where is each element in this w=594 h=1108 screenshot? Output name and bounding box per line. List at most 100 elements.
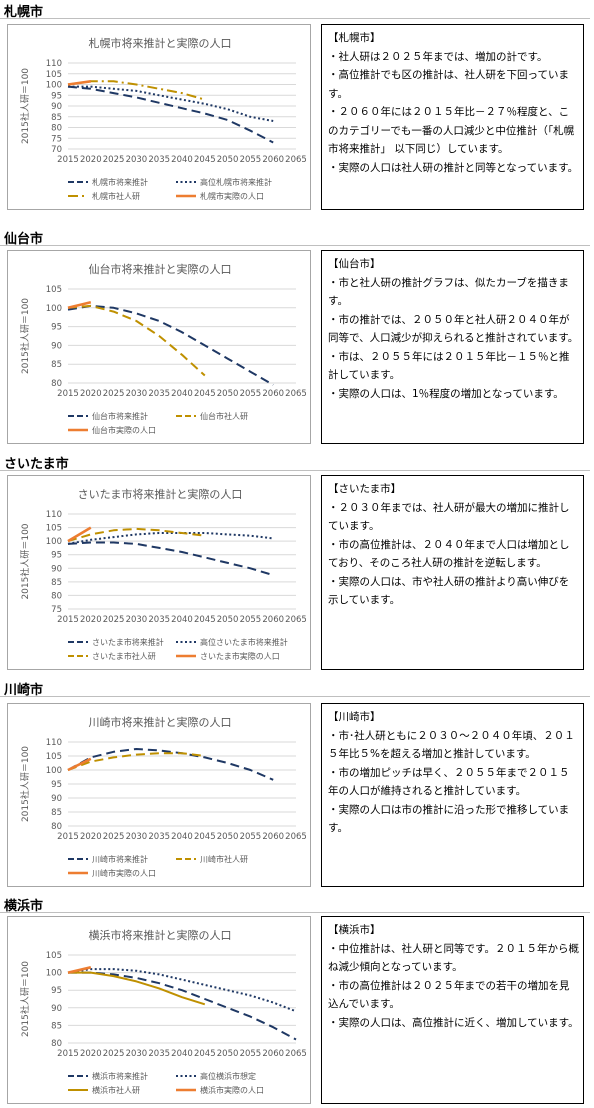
series-line [67, 532, 274, 545]
y-tick-label: 100 [46, 537, 62, 547]
x-tick-label: 2015 [57, 832, 79, 842]
legend-label: 仙台市実際の人口 [92, 425, 156, 435]
y-tick-label: 100 [46, 304, 62, 314]
section-divider [0, 18, 590, 19]
notes-line: ・実際の人口は社人研の推計と同等となっています。 [328, 161, 579, 174]
legend-label: 川崎市実際の人口 [92, 868, 156, 878]
x-tick-label: 2030 [126, 1049, 148, 1059]
y-tick-label: 80 [51, 822, 62, 832]
x-tick-label: 2035 [148, 155, 170, 165]
y-tick-label: 95 [51, 551, 62, 561]
x-tick-label: 2050 [217, 1049, 239, 1059]
y-tick-label: 105 [46, 951, 62, 961]
legend-label: さいたま市将来推計 [92, 637, 164, 647]
y-tick-label: 110 [46, 59, 62, 69]
y-axis-label: 2015社人研＝100 [19, 298, 31, 374]
line-chart: 札幌市将来推計と実際の人口2015社人研＝1007075808590951001… [19, 36, 307, 201]
y-tick-label: 70 [51, 145, 62, 155]
section-heading: 札幌市 [4, 5, 44, 20]
notes-panel: 【仙台市】 ・市と社人研の推計グラフは、似たカーブを描きます。 ・市の推計では、… [321, 250, 584, 444]
notes-panel: 【横浜市】 ・中位推計は、社人研と同等です。２０１５年から概ね減少傾向となってい… [321, 916, 584, 1104]
section-heading: 横浜市 [4, 899, 44, 914]
notes-heading: 【川崎市】 [328, 711, 381, 723]
y-tick-label: 90 [51, 794, 62, 804]
notes-heading: 【さいたま市】 [328, 483, 402, 495]
legend-label: 高位さいたま市将来推計 [200, 637, 288, 647]
y-tick-label: 85 [51, 360, 62, 370]
legend-label: 横浜市実際の人口 [200, 1085, 264, 1095]
y-tick-label: 90 [51, 341, 62, 351]
y-tick-label: 85 [51, 808, 62, 818]
notes-panel: 【さいたま市】 ・２０３０年までは、社人研が最大の増加に推計しています。 ・市の… [321, 475, 584, 670]
x-tick-label: 2055 [240, 1049, 262, 1059]
series-line [68, 971, 206, 1006]
y-tick-label: 105 [46, 524, 62, 534]
series-line [67, 757, 92, 772]
notes-line: ・２０６０年には２０１５年比－２７％程度と、このカテゴリーでも一番の人口減少と中… [328, 106, 575, 155]
chart-title: 仙台市将来推計と実際の人口 [89, 262, 232, 276]
line-chart: 横浜市将来推計と実際の人口 2015社人研＝100 80 85 90 95 100 105 20… [19, 928, 307, 1095]
notes-line: ・市と社人研の推計グラフは、似たカーブを描きます。 [328, 276, 569, 308]
x-tick-label: 2060 [262, 389, 284, 399]
y-tick-label: 110 [46, 510, 62, 520]
section-saitama: さいたま市 さいたま市将来推計と実際の人口 2015社人研＝100 75 80 85 90… [0, 449, 594, 671]
y-tick-label: 105 [46, 752, 62, 762]
chart-panel: 札幌市将来推計と実際の人口 2015社人研＝100 70 75 80 85 90 95 100 1… [7, 24, 311, 210]
line-chart: 川崎市将来推計と実際の人口 2015社人研＝100 80 85 90 95 100 105 11… [19, 715, 307, 878]
x-tick-label: 2030 [126, 389, 148, 399]
notes-line: ・高位推計でも区の推計は、社人研を下回っています。 [328, 69, 569, 100]
y-tick-label: 105 [46, 70, 62, 80]
x-tick-label: 2055 [240, 832, 262, 842]
notes-line: ・市･社人研ともに２０３０～２０４０年頃、２０１５年比５%を超える増加と推計して… [328, 729, 575, 761]
x-tick-label: 2025 [103, 832, 125, 842]
y-tick-label: 95 [51, 986, 62, 996]
x-tick-label: 2025 [103, 1049, 125, 1059]
x-tick-label: 2045 [194, 389, 216, 399]
y-tick-label: 100 [46, 766, 62, 776]
x-tick-label: 2045 [194, 155, 216, 165]
legend-label: 札幌市将来推計 [92, 177, 148, 187]
y-tick-label: 95 [51, 780, 62, 790]
y-tick-label: 80 [51, 1039, 62, 1049]
x-tick-label: 2020 [80, 155, 102, 165]
notes-line: ・中位推計は、社人研と同等です。２０１５年から概ね減少傾向となっています。 [328, 942, 579, 974]
x-tick-label: 2050 [217, 832, 239, 842]
line-chart: さいたま市将来推計と実際の人口 2015社人研＝100 75 80 85 90 95 100 1… [19, 487, 307, 661]
x-tick-label: 2045 [194, 615, 216, 625]
notes-heading: 【札幌市】 [328, 32, 381, 44]
notes-line: ・社人研は２０２５年までは、増加の計です。 [328, 50, 548, 63]
chart-title: 横浜市将来推計と実際の人口 [89, 928, 232, 942]
series-line [67, 748, 274, 781]
legend-label: 高位札幌市将来推計 [200, 177, 272, 187]
series-line [68, 971, 297, 1041]
x-tick-label: 2060 [262, 832, 284, 842]
x-tick-label: 2050 [217, 389, 239, 399]
series-line [67, 300, 92, 310]
y-axis-label: 2015社人研＝100 [19, 961, 31, 1037]
y-tick-label: 105 [46, 285, 62, 295]
x-tick-label: 2020 [80, 832, 102, 842]
chart-panel: 横浜市将来推計と実際の人口 2015社人研＝100 80 85 90 95 100 105 20… [7, 916, 311, 1104]
chart-panel: 仙台市将来推計と実際の人口 2015社人研＝100 80 85 90 95 100 105 20… [7, 250, 311, 444]
x-tick-label: 2035 [148, 832, 170, 842]
legend-label: 仙台市社人研 [200, 411, 248, 421]
y-tick-label: 85 [51, 1021, 62, 1031]
section-divider [0, 470, 590, 471]
y-tick-label: 100 [46, 81, 62, 91]
section-heading: 川崎市 [4, 683, 44, 698]
x-tick-label: 2065 [285, 832, 307, 842]
chart-panel: さいたま市将来推計と実際の人口 2015社人研＝100 75 80 85 90 95 100 1… [7, 475, 311, 670]
legend-label: さいたま市実際の人口 [200, 651, 280, 661]
y-tick-label: 90 [51, 102, 62, 112]
legend-label: 札幌市社人研 [92, 191, 140, 201]
x-tick-label: 2040 [171, 1049, 193, 1059]
y-tick-label: 90 [51, 564, 62, 574]
legend-label: 仙台市将来推計 [92, 411, 148, 421]
notes-line: ・市の推計では、２０５０年と社人研２０４０年が同等で、人口減少が抑えられると推計… [328, 313, 579, 345]
x-tick-label: 2060 [262, 155, 284, 165]
series-line [67, 85, 274, 144]
x-tick-label: 2015 [57, 1049, 79, 1059]
series-line [67, 80, 91, 86]
x-tick-label: 2065 [285, 1049, 307, 1059]
legend-label: 高位横浜市想定 [200, 1071, 256, 1081]
